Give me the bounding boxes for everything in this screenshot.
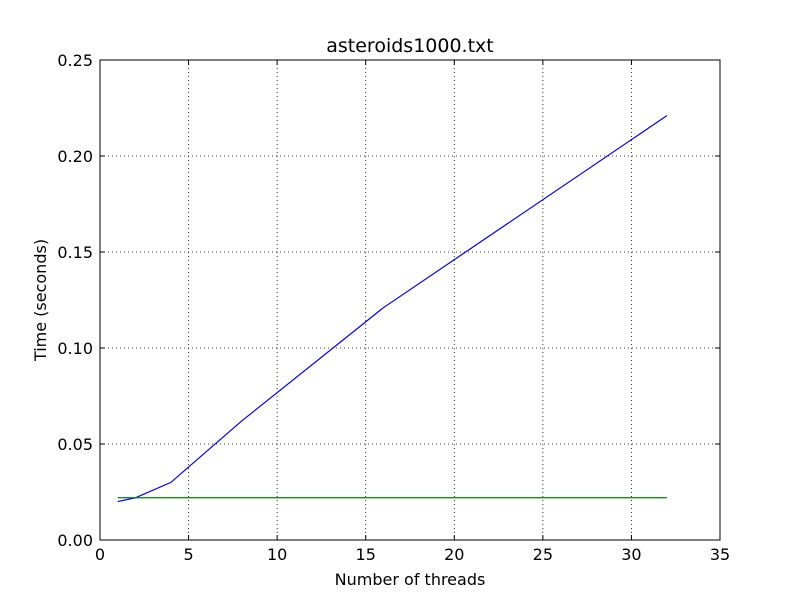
x-axis-title: Number of threads: [335, 570, 486, 589]
ticks: 0 5 10 15 20 25 30 35 0.00 0.05 0.10 0.15 0.20 0.25: [57, 51, 730, 564]
x-tick-label: 15: [356, 545, 376, 564]
x-tick-label: 5: [183, 545, 193, 564]
series-layer: [117, 115, 668, 503]
series-line-1: [117, 115, 668, 503]
y-tick-label: 0.05: [57, 435, 93, 454]
plot-frame: [99, 59, 721, 541]
y-tick-label: 0.10: [57, 339, 93, 358]
y-tick-label: 0.25: [57, 51, 93, 70]
x-tick-label: 25: [533, 545, 553, 564]
x-tick-label: 35: [710, 545, 730, 564]
x-tick-label: 20: [444, 545, 464, 564]
y-tick-label: 0.00: [57, 531, 93, 550]
chart-title: asteroids1000.txt: [326, 35, 493, 57]
y-axis-title: Time (seconds): [31, 239, 50, 362]
y-tick-label: 0.15: [57, 243, 93, 262]
x-tick-label: 30: [621, 545, 641, 564]
y-tick-label: 0.20: [57, 147, 93, 166]
x-tick-label: 0: [95, 545, 105, 564]
x-tick-label: 10: [267, 545, 287, 564]
grid: [100, 60, 720, 540]
